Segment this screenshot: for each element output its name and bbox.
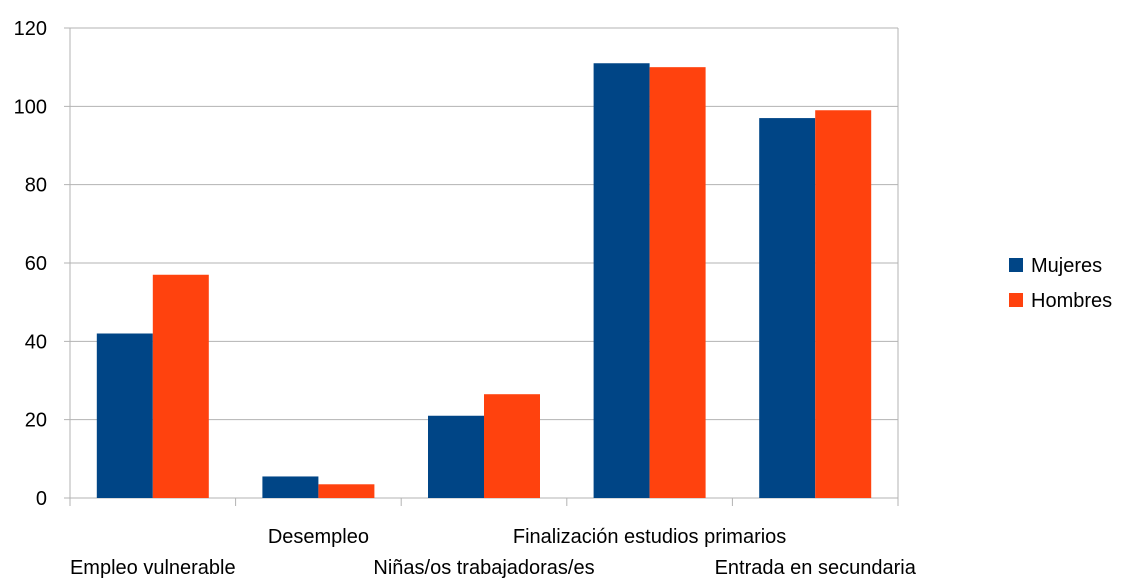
- y-tick-label: 40: [25, 331, 47, 353]
- bars: [96, 63, 872, 499]
- y-tick-label: 20: [25, 410, 47, 432]
- x-category-label: Niñas/os trabajadoras/es: [373, 557, 594, 579]
- bar-hombres: [649, 67, 706, 499]
- bar-mujeres: [593, 63, 650, 498]
- bar-mujeres: [759, 118, 816, 498]
- y-tick-label: 60: [25, 253, 47, 275]
- legend-swatch-mujeres: [1009, 258, 1023, 272]
- y-tick-label: 100: [14, 96, 47, 118]
- bar-hombres: [152, 274, 209, 498]
- bar-hombres: [484, 394, 540, 498]
- x-category-label: Entrada en secundaria: [715, 557, 917, 579]
- axes: [69, 28, 899, 506]
- bar-hombres: [815, 110, 872, 498]
- x-category-label: Empleo vulnerable: [70, 557, 236, 579]
- legend-label-mujeres: Mujeres: [1031, 255, 1102, 277]
- bar-mujeres: [428, 415, 484, 498]
- legend: Mujeres Hombres: [1009, 255, 1112, 312]
- legend-swatch-hombres: [1009, 293, 1023, 307]
- y-tick-label: 80: [25, 175, 47, 197]
- y-tick-label: 0: [36, 488, 47, 510]
- y-tick-label: 120: [14, 18, 47, 40]
- bar-mujeres: [262, 476, 319, 498]
- x-category-label: Finalización estudios primarios: [513, 526, 786, 548]
- x-category-label: Desempleo: [268, 526, 369, 548]
- bar-hombres: [318, 484, 375, 498]
- legend-label-hombres: Hombres: [1031, 290, 1112, 312]
- tick-labels: 0 20 40 60 80 100 120 Empleo vulnerable Desemple…: [14, 18, 917, 579]
- bar-mujeres: [96, 333, 153, 498]
